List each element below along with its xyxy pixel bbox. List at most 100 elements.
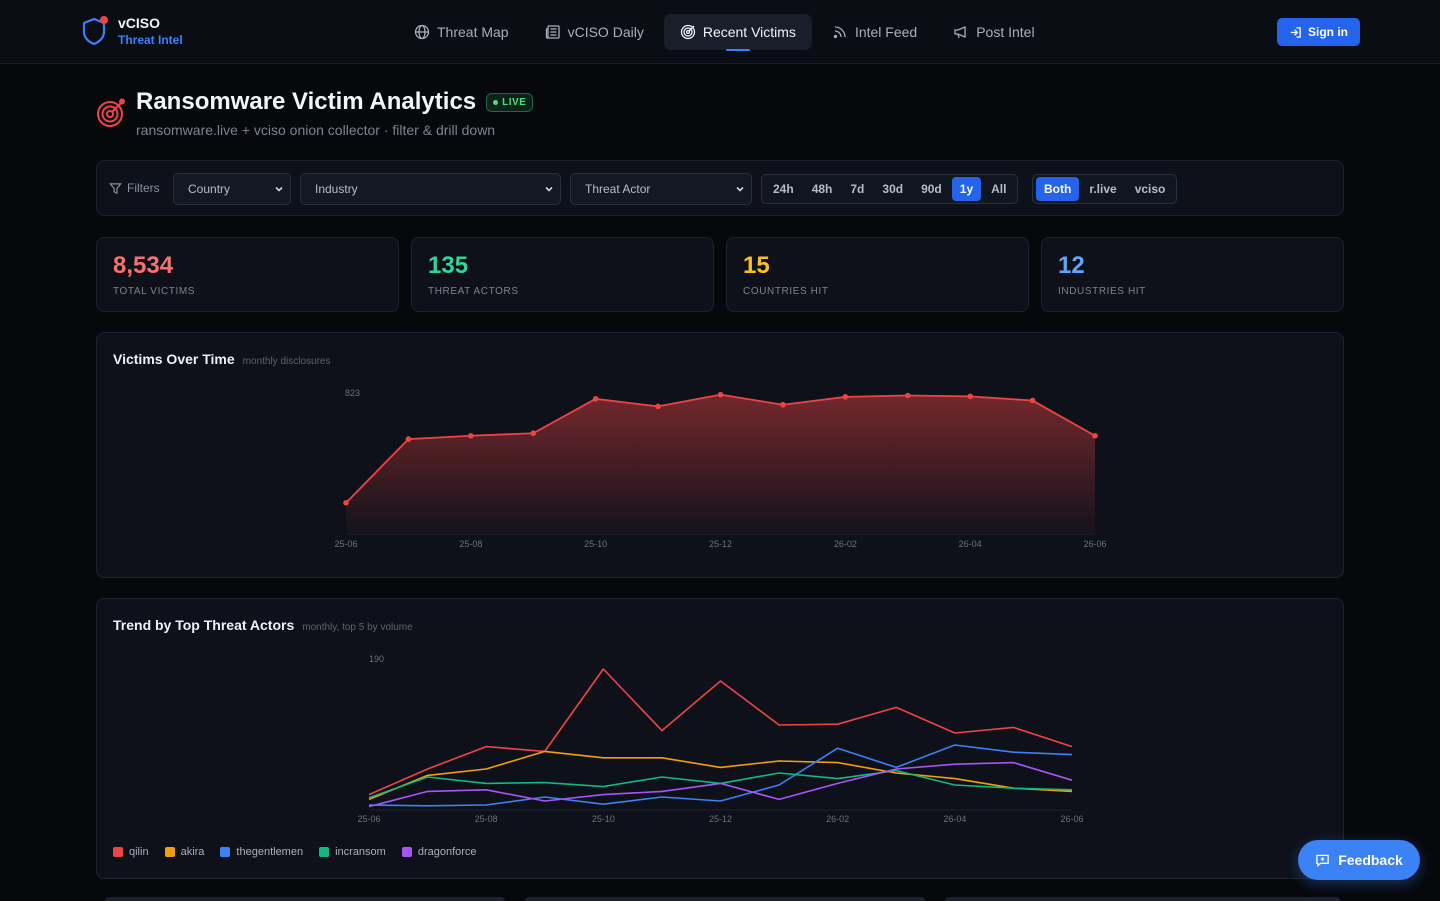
victims-over-time-card: Victims Over Time monthly disclosures 82… xyxy=(96,332,1344,578)
target-icon xyxy=(96,98,126,128)
feedback-button[interactable]: Feedback xyxy=(1298,840,1420,880)
actor-trend-chart: 190 25-06 25-08 25-10 25-12 26-02 26-04 26-06 xyxy=(357,654,1083,824)
x-tick-label: 26-06 xyxy=(1083,539,1106,549)
nav-post-intel[interactable]: Post Intel xyxy=(937,14,1050,50)
source-vciso[interactable]: vciso xyxy=(1134,182,1166,196)
nav-recent-victims[interactable]: Recent Victims xyxy=(663,14,812,51)
chart-subtitle: monthly disclosures xyxy=(242,356,331,367)
range-1y[interactable]: 1y xyxy=(951,177,982,201)
nav-threat-map[interactable]: Threat Map xyxy=(398,14,525,50)
nav-vciso-daily[interactable]: vCISO Daily xyxy=(529,14,660,50)
series-line-thegentlemen xyxy=(368,744,1073,807)
legend-item-qilin[interactable]: qilin xyxy=(113,846,149,858)
legend-swatch xyxy=(319,847,330,857)
actor-trend-card: Trend by Top Threat Actors monthly, top … xyxy=(96,598,1344,879)
stat-label: INDUSTRIES HIT xyxy=(1058,286,1146,297)
x-tick-label: 25-10 xyxy=(592,814,615,824)
megaphone-icon xyxy=(954,26,966,39)
legend-label: akira xyxy=(180,846,205,858)
legend-item-thegentlemen[interactable]: thegentlemen xyxy=(220,846,303,858)
brand[interactable]: vCISO Threat Intel xyxy=(82,14,183,48)
series-line-dragonforce xyxy=(368,761,1073,808)
rss-icon xyxy=(833,26,846,39)
legend-swatch xyxy=(164,847,175,857)
range-30d[interactable]: 30d xyxy=(882,182,904,196)
filter-bar: Filters Country Industry Threat Actor 24… xyxy=(96,160,1344,216)
chevron-down-icon xyxy=(736,186,744,192)
range-24h[interactable]: 24h xyxy=(773,182,794,196)
x-tick-label: 26-04 xyxy=(959,539,982,549)
x-tick-label: 25-08 xyxy=(459,539,482,549)
nav-label: Post Intel xyxy=(976,24,1035,40)
data-point xyxy=(592,396,599,402)
x-tick-label: 26-06 xyxy=(1060,814,1083,824)
legend-swatch xyxy=(220,847,231,857)
threat-actor-select[interactable]: Threat Actor xyxy=(570,173,752,205)
range-all[interactable]: All xyxy=(991,182,1007,196)
y-max-label: 190 xyxy=(369,654,384,664)
filter-icon xyxy=(109,182,122,194)
victims-over-time-chart: 823 25-06 25-08 25-10 25-12 26-02 26-04 26-06 xyxy=(334,388,1106,549)
x-tick-label: 25-06 xyxy=(357,814,380,824)
data-point xyxy=(904,392,911,399)
stat-industries-hit: 12 INDUSTRIES HIT xyxy=(1041,237,1344,312)
data-point xyxy=(717,391,724,398)
source-both[interactable]: Both xyxy=(1036,177,1080,201)
main-nav: Threat Map vCISO Daily Recent Victims In… xyxy=(398,14,1051,51)
x-tick-label: 25-06 xyxy=(334,539,357,549)
range-7d[interactable]: 7d xyxy=(850,182,865,196)
source-r-live[interactable]: r.live xyxy=(1089,182,1117,196)
chat-icon xyxy=(1316,854,1329,867)
nav-intel-feed[interactable]: Intel Feed xyxy=(816,14,933,50)
stat-countries-hit: 15 COUNTRIES HIT xyxy=(726,237,1029,312)
stat-label: TOTAL VICTIMS xyxy=(113,286,196,297)
stat-total-victims: 8,534 TOTAL VICTIMS xyxy=(96,237,399,312)
stat-value: 135 xyxy=(428,252,469,279)
y-max-label: 823 xyxy=(345,388,360,398)
nav-label: Recent Victims xyxy=(702,24,796,40)
legend-label: thegentlemen xyxy=(236,846,304,858)
chart-legend: qilin akira thegentlemen incransom dragonfor… xyxy=(113,846,477,858)
legend-swatch xyxy=(113,847,123,857)
x-tick-label: 25-12 xyxy=(709,539,732,549)
stat-label: COUNTRIES HIT xyxy=(743,286,829,297)
globe-icon xyxy=(414,24,430,40)
legend-label: qilin xyxy=(129,846,149,858)
legend-swatch xyxy=(401,847,412,857)
chevron-down-icon xyxy=(275,186,283,192)
stat-value: 12 xyxy=(1058,252,1085,279)
legend-item-dragonforce[interactable]: dragonforce xyxy=(401,846,477,858)
shield-icon xyxy=(82,15,108,47)
legend-item-akira[interactable]: akira xyxy=(164,846,205,858)
sign-in-button[interactable]: Sign in xyxy=(1277,18,1360,46)
legend-item-incransom[interactable]: incransom xyxy=(319,846,386,858)
range-48h[interactable]: 48h xyxy=(811,182,833,196)
data-point xyxy=(530,430,537,437)
live-badge: LIVE xyxy=(486,92,534,112)
next-card-edge xyxy=(525,897,925,901)
data-point xyxy=(780,401,786,408)
newspaper-icon xyxy=(545,25,560,39)
filters-label: Filters xyxy=(109,181,160,195)
nav-label: vCISO Daily xyxy=(567,24,644,40)
top-navbar: vCISO Threat Intel Threat Map vCISO Dail… xyxy=(0,0,1440,64)
data-point xyxy=(1092,432,1098,439)
industry-select[interactable]: Industry xyxy=(300,173,561,205)
brand-name: vCISO xyxy=(118,15,161,31)
target-icon xyxy=(680,24,695,40)
data-point xyxy=(343,500,349,506)
range-90d[interactable]: 90d xyxy=(921,182,942,196)
sign-in-label: Sign in xyxy=(1308,25,1348,39)
data-point xyxy=(468,432,474,439)
data-point xyxy=(1029,397,1036,404)
country-select[interactable]: Country xyxy=(173,173,291,205)
chart-title: Victims Over Time xyxy=(113,351,235,367)
series-line-akira xyxy=(368,750,1073,801)
nav-label: Threat Map xyxy=(437,24,509,40)
source-selector: Both r.live vciso xyxy=(1032,174,1178,204)
x-tick-label: 26-02 xyxy=(826,814,849,824)
stat-value: 15 xyxy=(743,252,770,279)
x-tick-label: 26-04 xyxy=(943,814,966,824)
next-card-edge xyxy=(105,897,505,901)
stat-threat-actors: 135 THREAT ACTORS xyxy=(411,237,714,312)
